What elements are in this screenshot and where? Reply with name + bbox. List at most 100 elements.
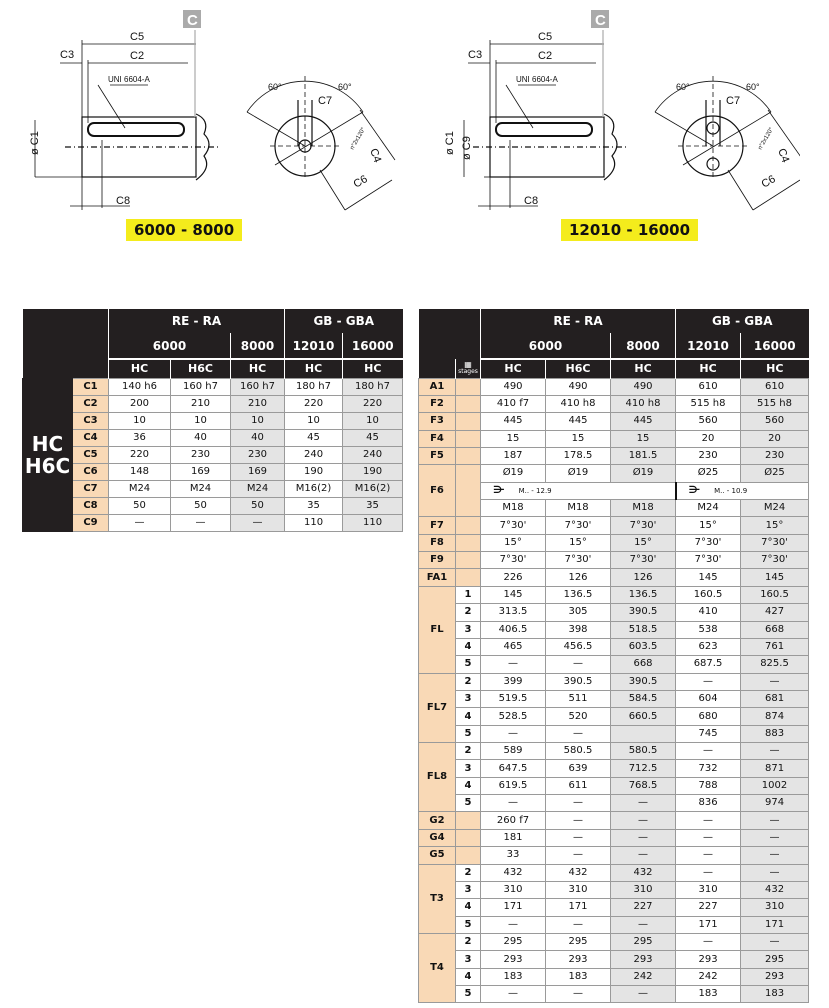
table-row: C3 10 10 10 10 10	[23, 411, 404, 430]
cell-value: —	[675, 742, 742, 761]
stage-number: 2	[455, 932, 481, 952]
cell-value: 511	[545, 689, 611, 709]
table-row: F7 7°30' 7°30' 7°30' 15° 15°	[418, 516, 810, 535]
cell-value: 490	[480, 377, 546, 396]
dimension-label-c8: C8	[524, 195, 538, 207]
cell-value: 36	[108, 428, 171, 447]
dimension-label-uni: UNI 6604-A	[108, 75, 150, 84]
cell-value: 242	[675, 967, 742, 987]
stage-number: 4	[455, 637, 481, 657]
cell-value: 528.5	[480, 707, 546, 726]
table-row: T3 2 432 432 432— —	[418, 863, 810, 935]
type-header: HC	[342, 358, 403, 378]
cell-value: 432	[545, 863, 611, 882]
cell-value: 604	[675, 689, 742, 709]
cell-value: Ø25	[740, 464, 810, 483]
section-c-marker	[591, 10, 609, 28]
cell-value: 15°	[675, 516, 742, 535]
cell-value: 293	[609, 950, 677, 969]
table-row: 4 183 183 242 242 293	[419, 967, 810, 987]
table-row: 4 465 456.5 603.5 623 761	[419, 637, 810, 657]
cell-value: 310	[609, 880, 677, 900]
stage-cell	[455, 446, 481, 466]
screw-icon: ⋺	[688, 484, 701, 496]
table-row: C7 M24 M24 M24 M16(2) M16(2)	[23, 480, 404, 499]
dimension-label-c1: ø C1	[444, 131, 456, 155]
cell-value: 171	[740, 915, 810, 935]
row-label: A1	[418, 377, 456, 396]
cell-value: 220	[284, 394, 344, 413]
stage-cell	[455, 412, 481, 431]
cell-value: 974	[740, 794, 810, 813]
row-label: F8	[418, 533, 456, 553]
cell-value: 7°30'	[545, 551, 611, 570]
cell-value: —	[740, 863, 810, 882]
cell-value: 40	[170, 428, 231, 447]
cell-value: 398	[545, 620, 611, 639]
row-label: F7	[418, 516, 456, 535]
stage-number: 5	[455, 985, 481, 1004]
cell-value: 15	[545, 429, 611, 448]
cell-value: 406.5	[480, 620, 546, 639]
cell-value: 825.5	[740, 655, 810, 674]
cell-value: 490	[609, 377, 677, 396]
cell-value: 180 h7	[284, 377, 344, 396]
cell-value: Ø19	[609, 464, 677, 483]
cell-value: —	[740, 932, 810, 952]
cell-value: 427	[740, 603, 810, 622]
cell-value: 293	[675, 950, 742, 969]
cell-value: 293	[545, 950, 611, 969]
cell-value: 145	[675, 568, 742, 587]
cell-value: 136.5	[545, 585, 611, 605]
dimension-label-a1: 60°	[268, 82, 282, 92]
cell-value: 584.5	[609, 689, 677, 709]
table-row: 4 528.5 520 660.5 680 874	[419, 707, 810, 726]
cell-value: 399	[480, 672, 546, 691]
cell-value: —	[675, 846, 742, 865]
cell-value: 7°30'	[480, 516, 546, 535]
cell-value: 50	[170, 497, 231, 516]
stage-number: 4	[455, 776, 481, 796]
cell-value: 295	[545, 932, 611, 952]
cell-value: 610	[675, 377, 742, 396]
cell-value: —	[545, 811, 611, 830]
row-label: F6	[418, 464, 456, 518]
cell-value: 183	[740, 985, 810, 1004]
type-header: HC	[480, 358, 546, 378]
hc-h6c-shaft-dimensions-table: RE - RA GB - GBA 6000 8000 12010 16000 HC H6C HC…	[22, 309, 404, 533]
cell-value: —	[740, 846, 810, 865]
row-label: F4	[418, 429, 456, 448]
stage-cell	[455, 551, 481, 570]
shaft-drawing-6000-8000: C C5 C3 C2 UNI 6604-A ø C1 C8 60° 60° C7 C4 C6 n°2x1…	[20, 0, 410, 215]
cell-value: 35	[342, 497, 404, 516]
cell-value: M16(2)	[342, 480, 404, 499]
cell-value: 15°	[545, 533, 611, 553]
group-label: HC H6C	[22, 377, 73, 533]
type-header: HC	[284, 358, 343, 378]
cell-value: —	[675, 672, 742, 691]
cell-value: —	[545, 985, 611, 1004]
cell-value: 313.5	[480, 603, 546, 622]
cell-value: 310	[480, 880, 546, 900]
cell-value: 7°30'	[675, 551, 742, 570]
stage-cell	[455, 377, 481, 396]
dimension-label-c8: C8	[116, 195, 130, 207]
model-header: 8000	[229, 333, 285, 360]
table-row: FL8 2 589 580.5 580.5— —	[418, 742, 810, 813]
cell-value: 210	[170, 394, 231, 413]
type-header: HC	[229, 358, 285, 378]
cell-value: 227	[675, 898, 742, 917]
cell-value: 445	[480, 412, 546, 431]
cell-value: 240	[342, 445, 404, 464]
cell-value: 190	[342, 462, 404, 482]
dimension-label-c3: C3	[60, 49, 74, 61]
cell-value: 230	[170, 445, 231, 464]
cell-value: M24	[229, 480, 286, 499]
cell-value: 432	[740, 880, 810, 900]
cell-value: 603.5	[609, 637, 677, 657]
cell-value: —	[545, 724, 611, 744]
stage-number: 2	[455, 742, 481, 761]
cell-value: 295	[609, 932, 677, 952]
dimension-label-holes: n°2x120°	[758, 126, 776, 151]
stage-number: 1	[455, 585, 481, 605]
